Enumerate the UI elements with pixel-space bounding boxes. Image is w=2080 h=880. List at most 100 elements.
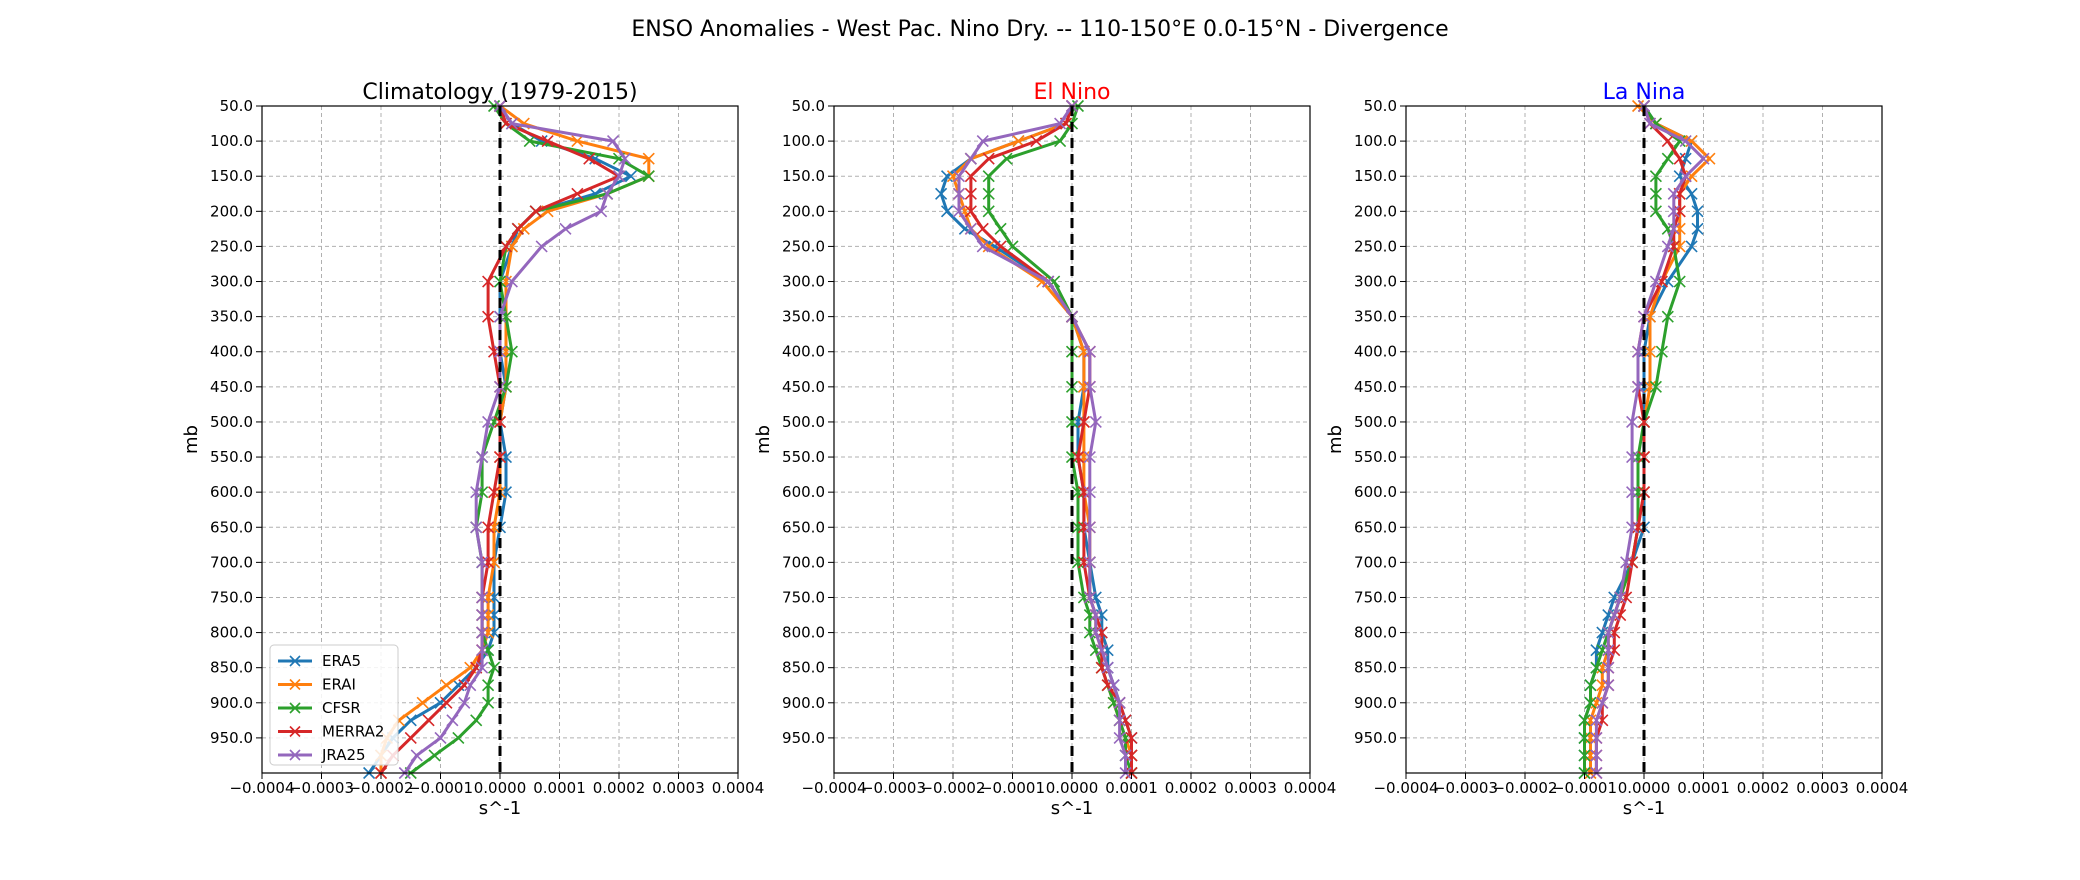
series-marker-jra25 <box>618 152 632 165</box>
series-marker-jra25 <box>964 152 977 165</box>
series-marker-jra25 <box>1089 415 1102 429</box>
series-marker-erai <box>1077 380 1090 393</box>
series-marker-merra2 <box>1071 450 1085 464</box>
series-marker-jra25 <box>601 187 614 200</box>
series-marker-cfsr <box>1649 205 1662 218</box>
series-marker-jra25 <box>1107 679 1120 692</box>
y-tick-label: 650.0 <box>1354 518 1397 536</box>
series-marker-cfsr <box>1578 714 1591 727</box>
series-marker-jra25 <box>1626 415 1639 429</box>
y-tick-label: 900.0 <box>782 694 825 712</box>
series-marker-jra25 <box>1643 117 1657 130</box>
series-marker-merra2 <box>541 135 554 148</box>
x-axis-label: s^-1 <box>479 798 521 819</box>
y-tick-label: 400.0 <box>782 343 825 361</box>
y-tick-label: 700.0 <box>782 553 825 571</box>
series-marker-cfsr <box>1071 521 1085 534</box>
series-marker-erai <box>946 170 960 183</box>
series-marker-merra2 <box>571 187 584 200</box>
series-marker-merra2 <box>487 486 501 499</box>
y-tick-label: 100.0 <box>782 132 825 150</box>
series-marker-cfsr <box>428 749 441 762</box>
series-marker-cfsr <box>1065 450 1079 464</box>
y-tick-label: 300.0 <box>782 273 825 291</box>
series-marker-cfsr <box>1649 187 1662 200</box>
y-tick-label: 100.0 <box>210 132 253 150</box>
series-marker-jra25 <box>1667 205 1680 218</box>
x-tick-label: 0.0000 <box>1046 779 1099 797</box>
series-marker-jra25 <box>1113 731 1126 744</box>
series-marker-cfsr <box>482 679 495 692</box>
series-marker-merra2 <box>1631 521 1645 534</box>
series-marker-jra25 <box>1113 714 1126 727</box>
series-marker-jra25 <box>976 135 989 148</box>
series-marker-jra25 <box>964 222 977 235</box>
series-marker-erai <box>1703 152 1716 165</box>
series-group <box>1578 99 1716 780</box>
series-marker-era5 <box>940 170 954 183</box>
x-tick-label: −0.0002 <box>920 779 985 797</box>
series-marker-era5 <box>1685 240 1698 253</box>
series-marker-merra2 <box>583 152 596 165</box>
series-marker-erai <box>1673 240 1686 253</box>
series-marker-jra25 <box>595 205 608 218</box>
series-marker-cfsr <box>1596 644 1609 657</box>
series-marker-era5 <box>487 608 501 622</box>
y-tick-label: 100.0 <box>1354 132 1397 150</box>
panel-2: −0.0004−0.0003−0.0002−0.0001 0.0000 0.0001… <box>1325 80 1908 819</box>
series-marker-merra2 <box>1077 556 1090 569</box>
series-marker-jra25 <box>1095 644 1108 657</box>
series-marker-jra25 <box>1667 187 1680 200</box>
series-marker-merra2 <box>493 415 507 429</box>
x-tick-label: 0.0003 <box>1796 779 1849 797</box>
series-marker-jra25 <box>470 521 483 534</box>
y-tick-label: 400.0 <box>1354 343 1397 361</box>
series-marker-jra25 <box>476 608 489 622</box>
series-marker-erai <box>571 135 584 148</box>
series-marker-jra25 <box>1083 380 1096 393</box>
series-marker-jra25 <box>559 222 572 235</box>
y-axis-label: mb <box>1325 425 1346 454</box>
series-marker-merra2 <box>982 152 995 165</box>
series-marker-jra25 <box>476 661 489 674</box>
series-marker-jra25 <box>1667 222 1680 235</box>
series-marker-merra2 <box>482 310 495 323</box>
series-marker-cfsr <box>1655 345 1668 358</box>
series-marker-era5 <box>1691 222 1704 235</box>
series-marker-jra25 <box>952 170 966 183</box>
series-marker-cfsr <box>982 187 995 200</box>
legend-label-erai: ERAI <box>322 676 356 694</box>
y-tick-label: 250.0 <box>1354 237 1397 255</box>
y-tick-label: 650.0 <box>782 518 825 536</box>
x-tick-label: −0.0003 <box>289 779 354 797</box>
series-marker-era5 <box>935 187 948 200</box>
x-tick-label: −0.0001 <box>980 779 1045 797</box>
legend-label-era5: ERA5 <box>322 652 361 670</box>
x-tick-label: 0.0002 <box>1165 779 1218 797</box>
series-marker-era5 <box>499 450 513 464</box>
y-tick-label: 950.0 <box>210 729 253 747</box>
figure-title: ENSO Anomalies - West Pac. Nino Dry. -- … <box>631 17 1448 42</box>
series-marker-jra25 <box>1614 591 1627 604</box>
series-marker-era5 <box>1685 187 1698 200</box>
series-marker-erai <box>487 521 501 534</box>
series-marker-jra25 <box>1119 749 1132 762</box>
y-tick-label: 850.0 <box>782 659 825 677</box>
series-marker-cfsr <box>487 661 501 674</box>
series-marker-cfsr <box>1584 679 1597 692</box>
series-marker-cfsr <box>1065 415 1079 429</box>
series-marker-erai <box>482 591 495 604</box>
series-marker-erai <box>1584 749 1597 762</box>
y-tick-label: 150.0 <box>782 167 825 185</box>
series-marker-merra2 <box>1637 450 1651 464</box>
x-tick-label: −0.0002 <box>1492 779 1557 797</box>
legend-label-cfsr: CFSR <box>322 699 361 717</box>
series-marker-jra25 <box>505 117 518 130</box>
y-tick-label: 50.0 <box>220 97 253 115</box>
legend-label-jra25: JRA25 <box>321 746 366 764</box>
series-marker-merra2 <box>1030 135 1043 148</box>
panels: −0.0004−0.0003−0.0002−0.0001 0.0000 0.0001… <box>181 80 1908 819</box>
series-marker-jra25 <box>1602 644 1615 657</box>
series-marker-cfsr <box>482 644 495 657</box>
